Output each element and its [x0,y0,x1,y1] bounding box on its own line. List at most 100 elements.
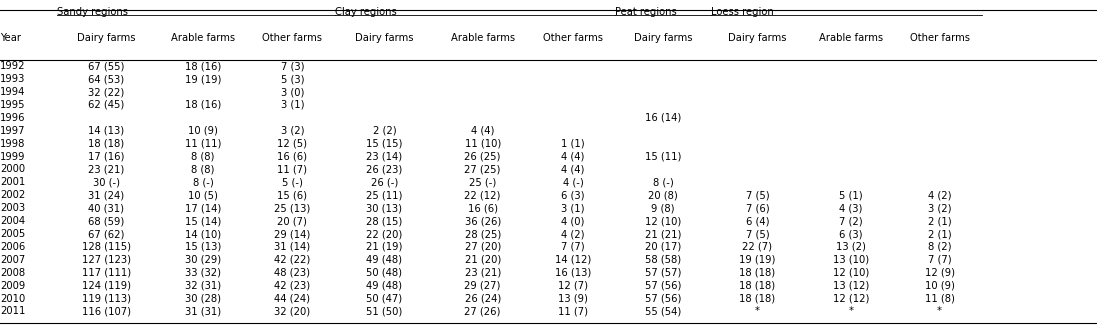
Text: 128 (115): 128 (115) [82,242,131,252]
Text: 2009: 2009 [0,281,25,291]
Text: 3 (1): 3 (1) [281,100,304,110]
Text: Other farms: Other farms [262,33,323,43]
Text: 16 (6): 16 (6) [278,152,307,162]
Text: 10 (9): 10 (9) [925,281,954,291]
Text: 21 (20): 21 (20) [464,255,501,265]
Text: 15 (6): 15 (6) [278,190,307,200]
Text: 1997: 1997 [0,126,25,136]
Text: Arable farms: Arable farms [818,33,883,43]
Text: 68 (59): 68 (59) [88,216,125,226]
Text: 12 (10): 12 (10) [645,216,681,226]
Text: 19 (19): 19 (19) [739,255,776,265]
Text: 127 (123): 127 (123) [82,255,131,265]
Text: 49 (48): 49 (48) [366,281,403,291]
Text: 25 (13): 25 (13) [274,203,310,213]
Text: 19 (19): 19 (19) [184,74,222,84]
Text: 25 (-): 25 (-) [470,177,496,187]
Text: 5 (1): 5 (1) [839,190,862,200]
Text: 31 (31): 31 (31) [185,307,220,316]
Text: 64 (53): 64 (53) [89,74,124,84]
Text: 1998: 1998 [0,139,25,149]
Text: 15 (13): 15 (13) [184,242,222,252]
Text: Sandy regions: Sandy regions [57,7,128,17]
Text: 7 (5): 7 (5) [746,190,769,200]
Text: 117 (111): 117 (111) [82,268,131,278]
Text: 12 (10): 12 (10) [833,268,869,278]
Text: 2011: 2011 [0,307,25,316]
Text: 20 (7): 20 (7) [278,216,307,226]
Text: 20 (17): 20 (17) [645,242,681,252]
Text: 67 (55): 67 (55) [88,61,125,71]
Text: 13 (12): 13 (12) [833,281,869,291]
Text: 1999: 1999 [0,152,25,162]
Text: 7 (7): 7 (7) [562,242,585,252]
Text: 8 (8): 8 (8) [191,165,215,174]
Text: 2003: 2003 [0,203,25,213]
Text: 16 (13): 16 (13) [555,268,591,278]
Text: 2006: 2006 [0,242,25,252]
Text: 1 (1): 1 (1) [562,139,585,149]
Text: 6 (4): 6 (4) [746,216,769,226]
Text: 18 (16): 18 (16) [184,61,222,71]
Text: 32 (22): 32 (22) [88,87,125,97]
Text: 1992: 1992 [0,61,25,71]
Text: 28 (15): 28 (15) [366,216,403,226]
Text: 36 (26): 36 (26) [464,216,501,226]
Text: 22 (12): 22 (12) [464,190,501,200]
Text: 8 (2): 8 (2) [928,242,951,252]
Text: 1994: 1994 [0,87,25,97]
Text: 25 (11): 25 (11) [366,190,403,200]
Text: 15 (11): 15 (11) [645,152,681,162]
Text: 57 (56): 57 (56) [645,294,681,304]
Text: 16 (6): 16 (6) [467,203,498,213]
Text: 29 (27): 29 (27) [464,281,501,291]
Text: 16 (14): 16 (14) [645,113,681,123]
Text: 30 (13): 30 (13) [366,203,403,213]
Text: 11 (7): 11 (7) [278,165,307,174]
Text: 2000: 2000 [0,165,25,174]
Text: 50 (47): 50 (47) [366,294,403,304]
Text: *: * [755,307,760,316]
Text: 5 (-): 5 (-) [282,177,303,187]
Text: 40 (31): 40 (31) [89,203,124,213]
Text: 2004: 2004 [0,216,25,226]
Text: 17 (16): 17 (16) [88,152,125,162]
Text: 1993: 1993 [0,74,25,84]
Text: 119 (113): 119 (113) [82,294,131,304]
Text: 30 (29): 30 (29) [185,255,220,265]
Text: 6 (3): 6 (3) [562,190,585,200]
Text: 22 (20): 22 (20) [366,229,403,239]
Text: 11 (8): 11 (8) [925,294,954,304]
Text: Dairy farms: Dairy farms [728,33,787,43]
Text: 57 (56): 57 (56) [645,281,681,291]
Text: 22 (7): 22 (7) [743,242,772,252]
Text: 62 (45): 62 (45) [88,100,125,110]
Text: 3 (2): 3 (2) [281,126,304,136]
Text: 21 (21): 21 (21) [645,229,681,239]
Text: 33 (32): 33 (32) [185,268,220,278]
Text: 4 (4): 4 (4) [562,152,585,162]
Text: 2 (2): 2 (2) [373,126,396,136]
Text: 23 (14): 23 (14) [366,152,403,162]
Text: Dairy farms: Dairy farms [355,33,414,43]
Text: 21 (19): 21 (19) [366,242,403,252]
Text: 31 (24): 31 (24) [89,190,124,200]
Text: 1995: 1995 [0,100,25,110]
Text: 2010: 2010 [0,294,25,304]
Text: 2002: 2002 [0,190,25,200]
Text: 42 (22): 42 (22) [274,255,310,265]
Text: 14 (12): 14 (12) [555,255,591,265]
Text: 7 (5): 7 (5) [746,229,769,239]
Text: 32 (31): 32 (31) [185,281,220,291]
Text: 9 (8): 9 (8) [652,203,675,213]
Text: 18 (18): 18 (18) [89,139,124,149]
Text: 15 (15): 15 (15) [366,139,403,149]
Text: 10 (5): 10 (5) [188,190,218,200]
Text: Peat regions: Peat regions [615,7,677,17]
Text: 11 (11): 11 (11) [184,139,222,149]
Text: 4 (2): 4 (2) [562,229,585,239]
Text: Arable farms: Arable farms [451,33,514,43]
Text: 12 (7): 12 (7) [558,281,588,291]
Text: 57 (57): 57 (57) [645,268,681,278]
Text: Year: Year [0,33,21,43]
